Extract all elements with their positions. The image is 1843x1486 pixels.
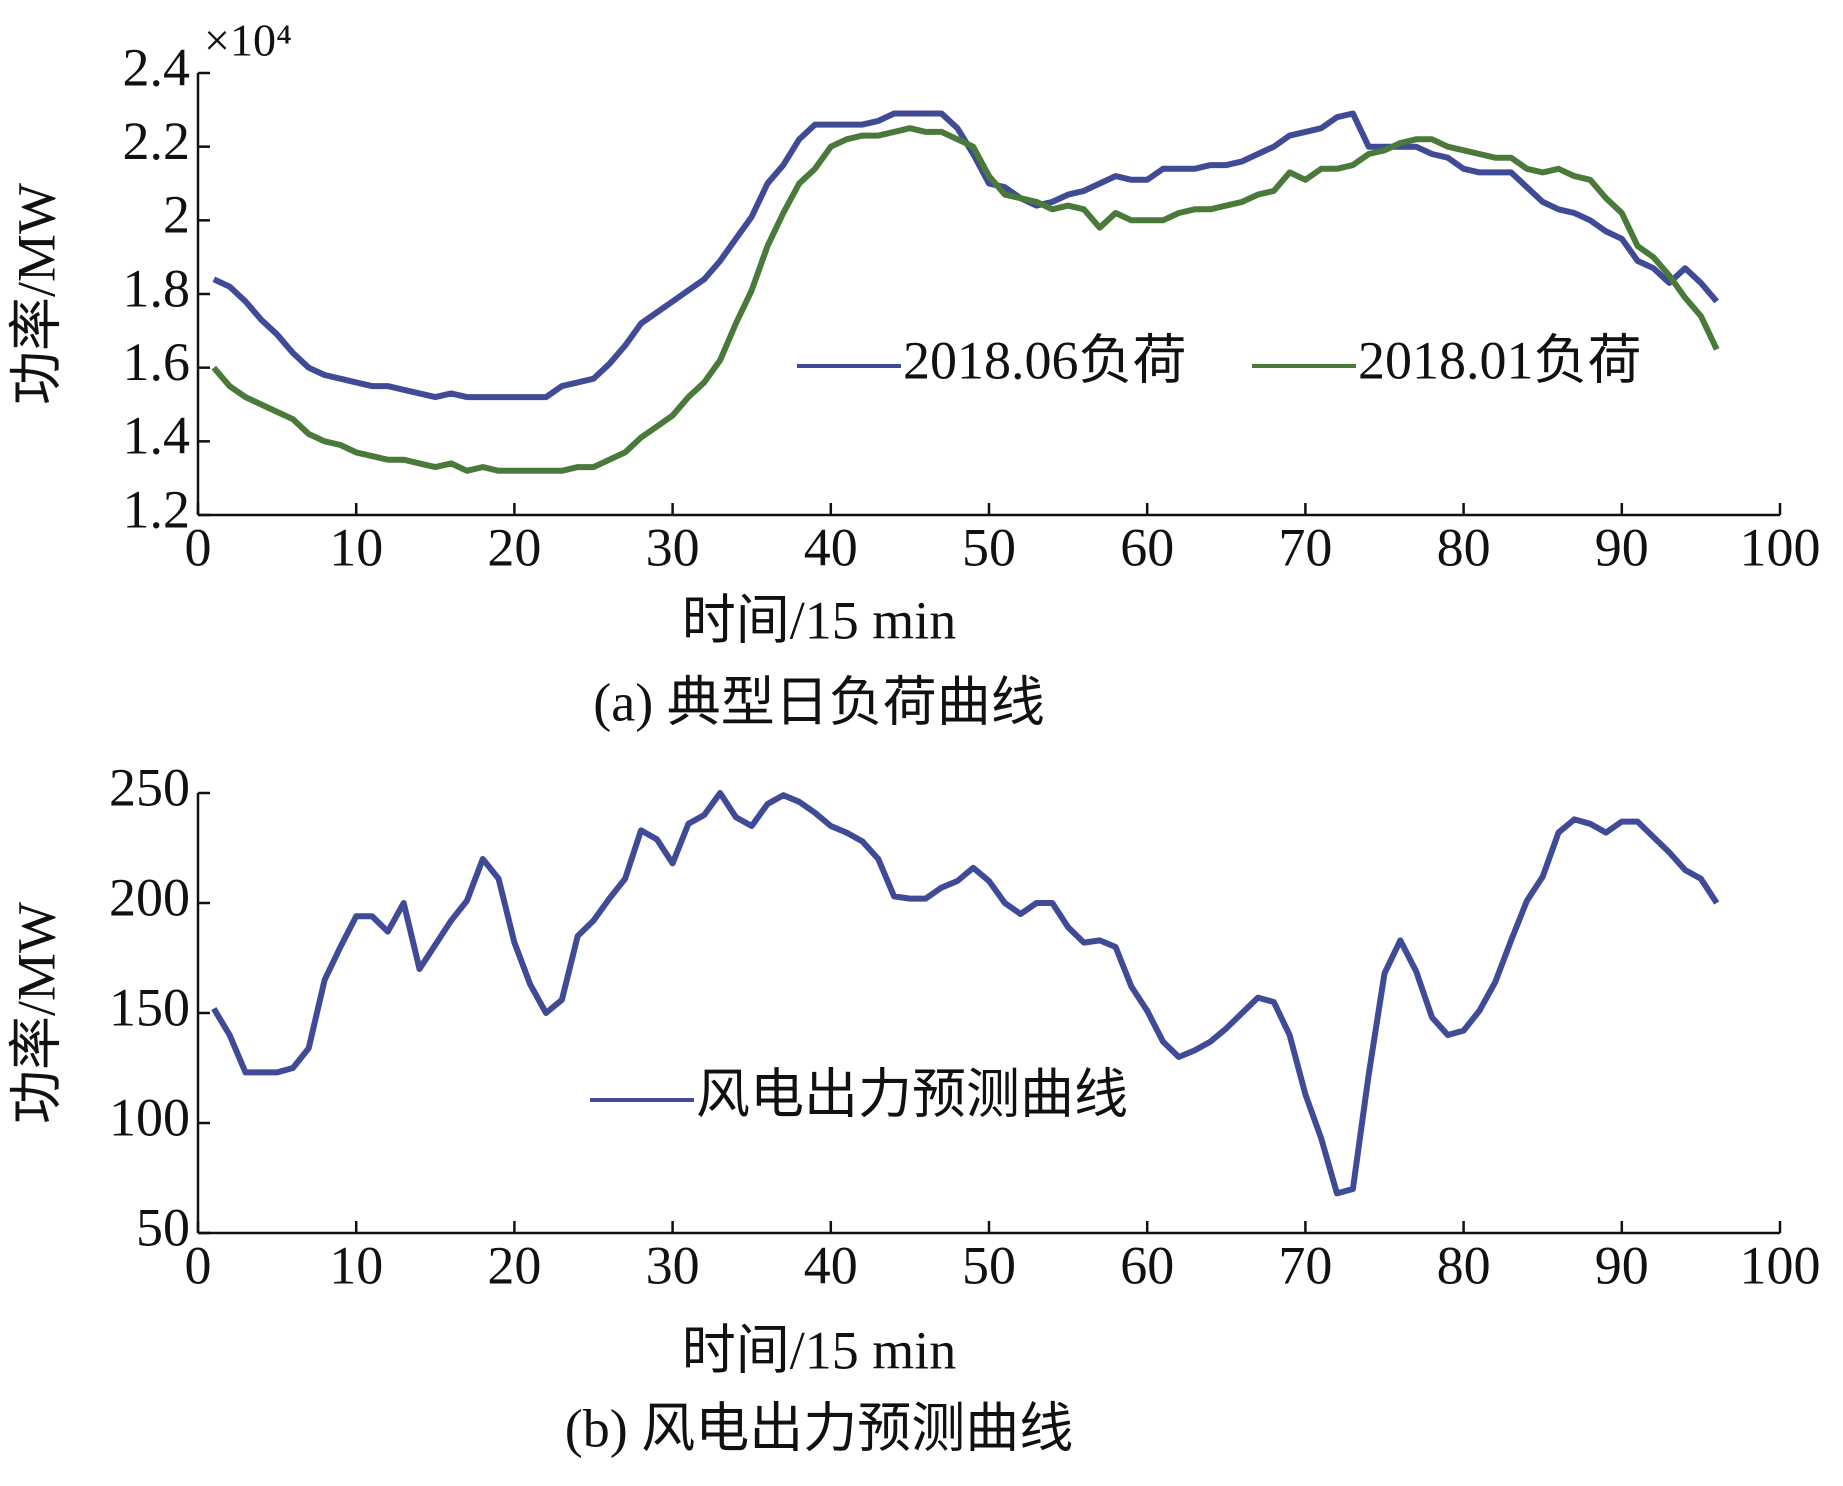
x-tick-label: 50 bbox=[962, 1235, 1016, 1295]
legend-label: 2018.06负荷 bbox=[903, 330, 1187, 390]
y-tick-label: 1.8 bbox=[123, 258, 191, 318]
legend-label: 风电出力预测曲线 bbox=[696, 1064, 1128, 1124]
x-tick-label: 60 bbox=[1120, 517, 1174, 577]
x-tick-label: 90 bbox=[1595, 1235, 1649, 1295]
x-tick-label: 90 bbox=[1595, 517, 1649, 577]
y-tick-label: 2 bbox=[163, 185, 190, 245]
y-tick-label: 250 bbox=[109, 757, 190, 817]
y-tick-label: 100 bbox=[109, 1087, 190, 1147]
series-line bbox=[211, 790, 1720, 1197]
x-tick-label: 100 bbox=[1740, 517, 1821, 577]
x-tick-label: 60 bbox=[1120, 1235, 1174, 1295]
chart-title: (b) 风电出力预测曲线 bbox=[565, 1398, 1073, 1458]
x-tick-label: 20 bbox=[487, 517, 541, 577]
axis-multiplier: ×10⁴ bbox=[204, 15, 292, 66]
x-tick-label: 30 bbox=[646, 517, 700, 577]
y-tick-label: 2.2 bbox=[123, 111, 191, 171]
x-tick-label: 0 bbox=[185, 517, 212, 577]
x-tick-label: 20 bbox=[487, 1235, 541, 1295]
x-tick-label: 40 bbox=[804, 1235, 858, 1295]
y-tick-label: 50 bbox=[136, 1197, 190, 1257]
y-axis-label: 功率/MW bbox=[6, 902, 66, 1124]
y-tick-label: 200 bbox=[109, 867, 190, 927]
x-tick-label: 0 bbox=[185, 1235, 212, 1295]
y-axis-label: 功率/MW bbox=[6, 183, 66, 405]
x-tick-label: 80 bbox=[1437, 517, 1491, 577]
x-tick-label: 100 bbox=[1740, 1235, 1821, 1295]
x-tick-label: 30 bbox=[646, 1235, 700, 1295]
x-axis-label: 时间/15 min bbox=[682, 590, 957, 650]
x-axis-label: 时间/15 min bbox=[682, 1320, 957, 1380]
x-tick-label: 70 bbox=[1278, 1235, 1332, 1295]
x-tick-label: 80 bbox=[1437, 1235, 1491, 1295]
x-tick-label: 50 bbox=[962, 517, 1016, 577]
series-line bbox=[211, 125, 1720, 474]
y-tick-label: 1.6 bbox=[123, 332, 191, 392]
x-tick-label: 70 bbox=[1278, 517, 1332, 577]
y-tick-label: 2.4 bbox=[123, 37, 191, 97]
chart-title: (a) 典型日负荷曲线 bbox=[593, 672, 1044, 732]
y-tick-label: 1.4 bbox=[123, 406, 191, 466]
legend-label: 2018.01负荷 bbox=[1358, 330, 1642, 390]
x-tick-label: 40 bbox=[804, 517, 858, 577]
y-tick-label: 150 bbox=[109, 977, 190, 1037]
x-tick-label: 10 bbox=[329, 1235, 383, 1295]
y-tick-label: 1.2 bbox=[123, 479, 191, 539]
x-tick-label: 10 bbox=[329, 517, 383, 577]
